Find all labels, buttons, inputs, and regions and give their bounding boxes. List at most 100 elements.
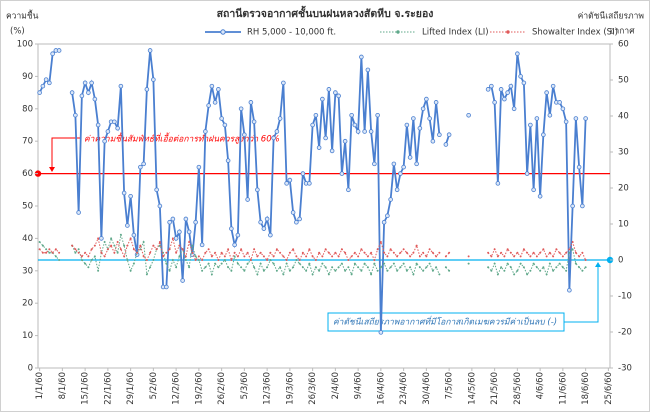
data-point	[223, 255, 226, 258]
data-point	[41, 251, 44, 254]
data-point	[376, 248, 379, 251]
data-point	[102, 138, 107, 144]
data-point	[145, 273, 148, 276]
data-point	[532, 251, 535, 254]
x-tick-label: 19/2/60	[194, 372, 204, 405]
x-tick-label: 15/1/60	[81, 372, 91, 405]
data-point	[287, 177, 293, 183]
data-point	[386, 255, 389, 258]
data-point	[576, 164, 582, 170]
data-point	[496, 273, 499, 276]
data-point	[139, 244, 142, 247]
data-point	[438, 251, 441, 254]
data-point	[346, 187, 351, 193]
data-point	[385, 213, 390, 219]
data-point	[506, 248, 509, 251]
data-point	[431, 251, 434, 254]
data-point	[567, 287, 572, 293]
data-point	[378, 330, 384, 335]
data-point	[372, 161, 377, 167]
y2-axis-label: อากาศ	[609, 27, 635, 37]
data-point	[183, 216, 189, 222]
data-point	[420, 106, 426, 112]
data-point	[106, 248, 109, 251]
data-point	[253, 266, 256, 269]
data-point	[212, 100, 218, 105]
data-point	[394, 187, 400, 193]
data-point	[565, 269, 568, 272]
data-point	[360, 269, 363, 272]
data-point	[54, 255, 57, 258]
data-point	[113, 244, 116, 247]
x-tick-label: 25/6/60	[604, 372, 614, 405]
data-point	[113, 251, 116, 254]
data-point	[105, 129, 111, 134]
data-point	[584, 259, 587, 261]
data-point	[574, 251, 577, 254]
data-point	[444, 266, 447, 269]
data-point	[301, 251, 304, 254]
data-point	[191, 244, 194, 247]
data-point	[467, 262, 470, 265]
data-point	[253, 248, 256, 251]
data-point	[548, 262, 551, 265]
data-point	[41, 244, 44, 247]
data-point	[353, 262, 356, 265]
data-point	[152, 244, 155, 247]
data-point	[535, 266, 538, 269]
data-point	[188, 241, 191, 243]
data-point	[347, 266, 350, 269]
data-point	[74, 251, 77, 254]
data-point	[310, 122, 315, 128]
data-point	[282, 255, 285, 258]
data-point	[126, 244, 129, 247]
x-tick-label: 18/6/60	[581, 372, 591, 405]
data-point	[301, 266, 304, 269]
data-point	[246, 251, 249, 254]
x-tick-label: 28/5/60	[513, 372, 523, 405]
data-point	[207, 248, 210, 251]
data-point	[37, 90, 42, 95]
data-point	[571, 241, 574, 243]
data-point	[158, 241, 161, 243]
data-point	[492, 100, 497, 105]
data-point	[119, 248, 122, 251]
data-point	[271, 135, 276, 141]
data-point	[389, 266, 392, 269]
data-point	[344, 269, 347, 272]
y2-tick-label: 60	[618, 40, 629, 50]
legend-marker	[506, 30, 510, 34]
data-point	[415, 262, 418, 265]
data-point	[404, 122, 410, 128]
data-point	[490, 269, 493, 272]
data-point	[184, 259, 187, 261]
data-point	[132, 248, 135, 251]
data-point	[264, 216, 270, 222]
annotation-arrow	[564, 265, 599, 323]
data-point	[435, 255, 438, 258]
annotation: ค่าความชื้นสัมพัทธ์ที่เอื้อต่อการทำฝนควร…	[84, 133, 280, 145]
data-point	[493, 262, 496, 265]
data-point	[558, 251, 561, 254]
data-point	[402, 262, 405, 265]
data-point	[58, 251, 61, 254]
data-point	[495, 181, 501, 186]
data-point	[422, 251, 425, 254]
data-point	[261, 226, 267, 231]
data-point	[532, 262, 535, 265]
data-point	[285, 262, 288, 265]
data-point	[555, 266, 558, 269]
data-point	[243, 269, 246, 272]
data-point	[331, 255, 334, 258]
data-point	[392, 251, 395, 254]
legend-label: Lifted Index (LI)	[422, 28, 489, 38]
data-point	[223, 259, 226, 261]
data-point	[210, 273, 213, 276]
y2-tick-label: -10	[618, 292, 632, 302]
data-point	[379, 266, 382, 269]
x-tick-label: 16/4/60	[376, 372, 386, 405]
data-point	[305, 269, 308, 272]
data-point	[535, 255, 538, 258]
data-point	[561, 255, 564, 258]
